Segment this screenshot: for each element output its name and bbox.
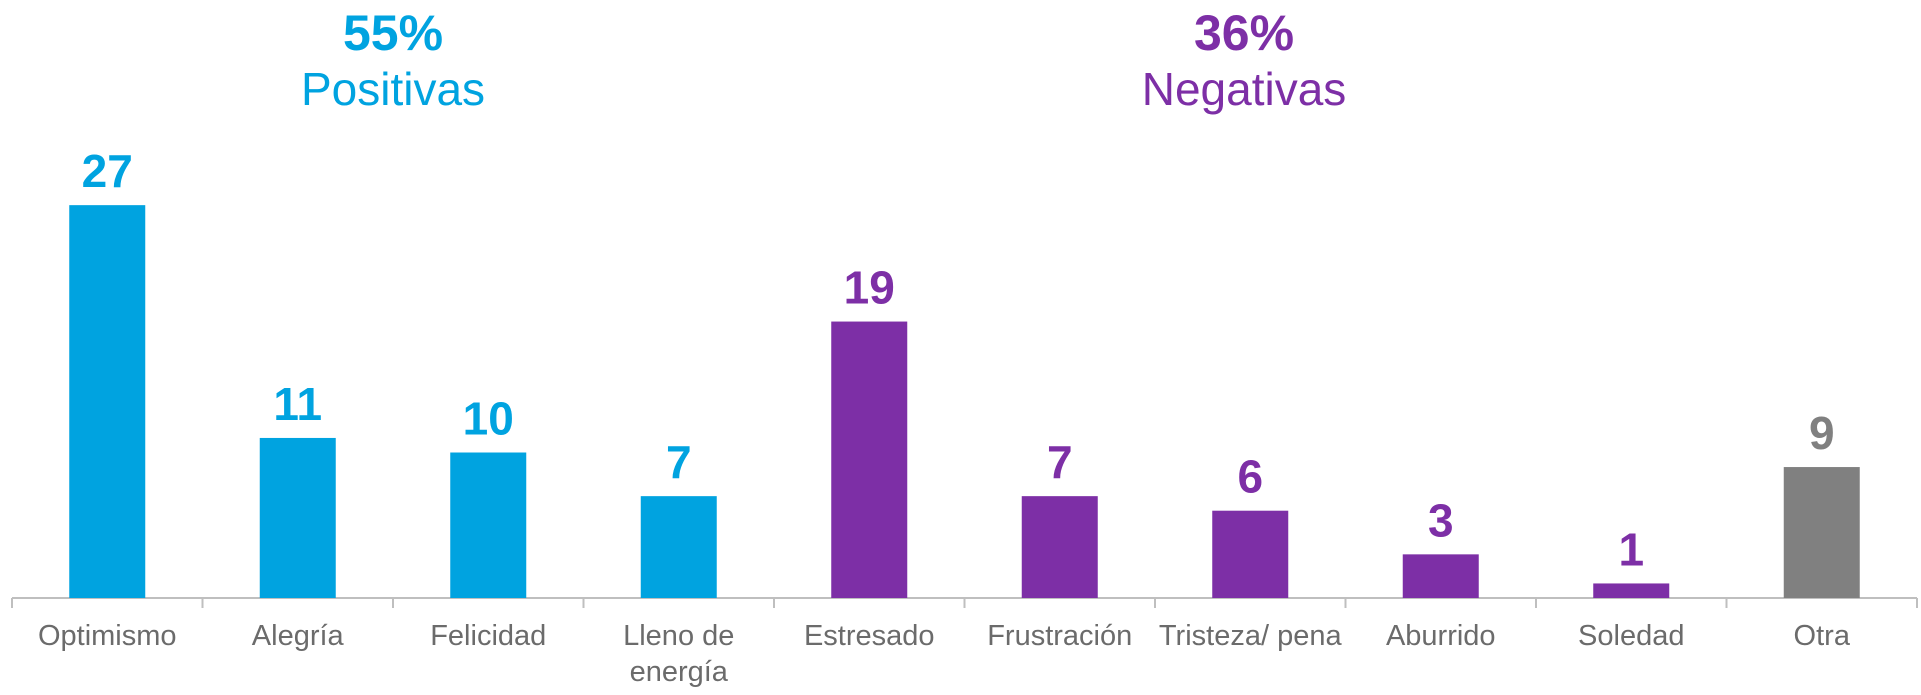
data-label: 3 [1428,494,1454,546]
bar [831,321,908,598]
x-tick-label: Tristeza/ pena [1158,620,1342,652]
bar [259,437,336,598]
data-label: 6 [1237,451,1263,503]
data-label: 9 [1809,407,1835,459]
x-tick-label: Soledad [1578,620,1685,652]
bar [1593,583,1670,598]
bar [1212,510,1289,598]
x-tick-label: Frustración [987,620,1133,652]
x-tick-label: Optimismo [37,620,177,652]
x-tick-label: Felicidad [430,620,547,652]
x-tick-label: Estresado [803,620,935,652]
group-subtitle: Negativas [1141,63,1347,115]
bar [450,452,527,598]
bar [69,205,146,598]
data-label: 27 [82,145,133,197]
data-label: 11 [273,378,322,430]
group-header: 55% Positivas [93,5,693,117]
group-header: 36% Negativas [944,5,1544,117]
x-tick-label: Otra [1793,620,1850,652]
bar [1783,467,1860,598]
data-label: 7 [1047,436,1073,488]
data-label: 7 [666,436,692,488]
data-label: 1 [1618,523,1644,575]
x-tick-label: Alegría [251,620,344,652]
bar [1402,554,1479,598]
data-label: 19 [844,262,895,314]
data-label: 10 [463,393,514,445]
group-subtitle: Positivas [300,63,486,115]
x-tick-label: Aburrido [1385,620,1496,652]
bar [640,496,717,598]
x-tick-label: Lleno de energía [623,620,735,688]
group-title: 55% [342,5,444,61]
bar [1021,496,1098,598]
group-title: 36% [1193,5,1295,61]
